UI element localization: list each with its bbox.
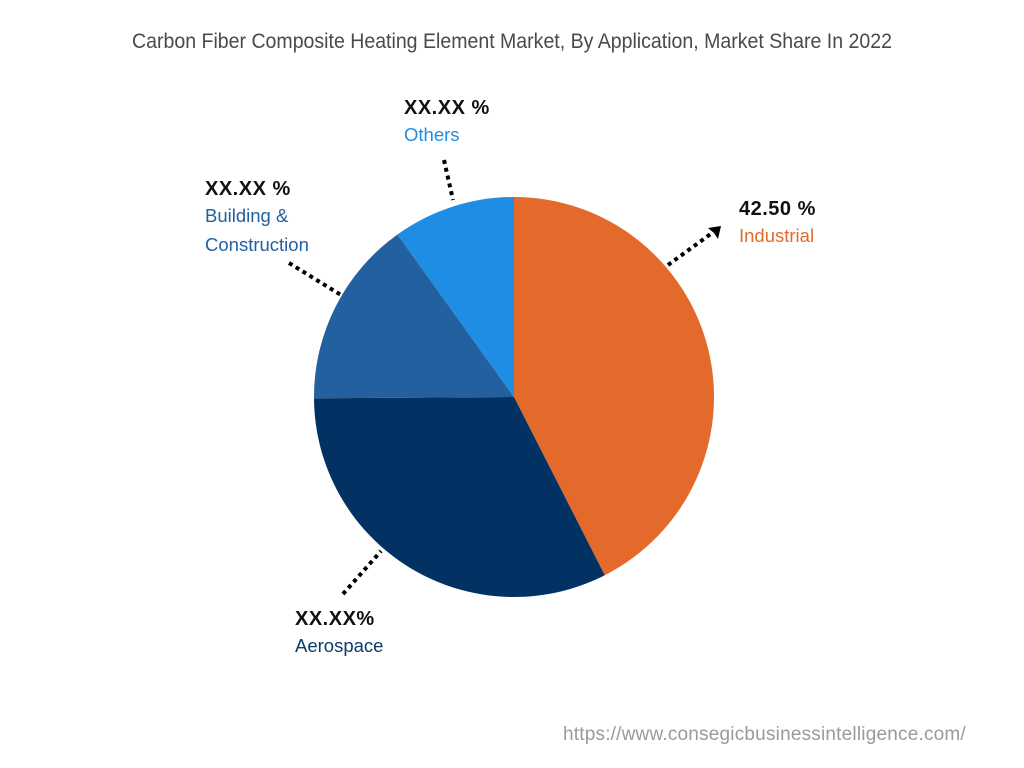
leader-line-building bbox=[287, 261, 343, 297]
label-building-name-2: Construction bbox=[205, 234, 309, 255]
label-building-name-1: Building & bbox=[205, 205, 289, 226]
pie-slice-others bbox=[397, 196, 514, 397]
pie-slice-industrial bbox=[514, 197, 714, 576]
leader-line-others bbox=[442, 159, 455, 201]
pie-slice-aerospace bbox=[314, 397, 605, 598]
label-others-value: XX.XX % bbox=[404, 97, 490, 119]
label-building-value: XX.XX % bbox=[205, 178, 291, 200]
pie-slices bbox=[313, 196, 714, 598]
label-industrial: 42.50 % Industrial bbox=[739, 197, 816, 250]
label-aerospace: XX.XX% Aerospace bbox=[295, 607, 383, 660]
arrowhead-icon bbox=[708, 226, 721, 239]
label-others: XX.XX % Others bbox=[404, 96, 490, 149]
leader-lines bbox=[287, 159, 714, 596]
source-url: https://www.consegicbusinessintelligence… bbox=[563, 724, 966, 745]
leader-line-aerospace bbox=[341, 549, 383, 596]
chart-title: Carbon Fiber Composite Heating Element M… bbox=[132, 30, 892, 53]
label-others-name: Others bbox=[404, 124, 460, 145]
leader-line-industrial bbox=[666, 231, 714, 267]
label-industrial-value: 42.50 % bbox=[739, 198, 816, 220]
label-building: XX.XX % Building & Construction bbox=[205, 177, 309, 259]
pie-slice-building-construction bbox=[313, 234, 514, 399]
label-aerospace-name: Aerospace bbox=[295, 635, 384, 656]
label-industrial-name: Industrial bbox=[739, 225, 815, 246]
label-aerospace-value: XX.XX% bbox=[295, 608, 375, 630]
